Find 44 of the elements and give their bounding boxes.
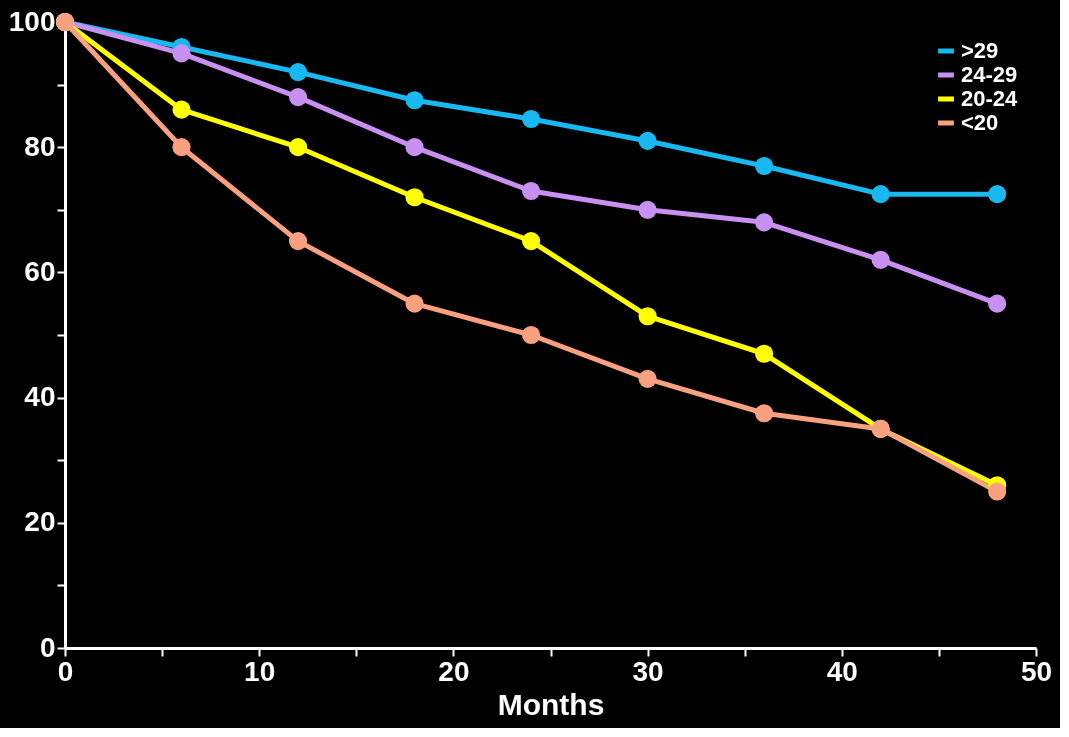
x-tick-label: 40	[826, 655, 858, 687]
point	[871, 185, 890, 204]
x-tick-label: 20	[438, 655, 470, 687]
point	[172, 44, 191, 63]
x-axis-title: Months	[497, 687, 605, 721]
x-tick-label: 10	[244, 655, 276, 687]
y-tick-label: 100	[8, 5, 56, 37]
point	[288, 232, 308, 251]
point	[755, 404, 774, 423]
y-tick-label: 60	[24, 255, 56, 287]
point	[638, 200, 657, 219]
point	[522, 232, 541, 251]
point	[405, 91, 424, 110]
point	[638, 307, 657, 326]
point	[638, 131, 657, 151]
point	[172, 138, 191, 157]
point	[288, 63, 308, 82]
legend-label: 24-29	[961, 62, 1018, 87]
point	[988, 294, 1007, 313]
legend-label: 20-24	[961, 86, 1019, 111]
point	[288, 138, 308, 157]
point	[405, 294, 424, 313]
point	[988, 185, 1007, 204]
point	[638, 369, 657, 388]
point	[522, 109, 541, 129]
legend-label: >29	[961, 38, 999, 63]
x-tick-label: 50	[1020, 655, 1053, 687]
y-tick-label: 40	[24, 381, 56, 413]
y-tick-label: 20	[24, 506, 56, 538]
point	[405, 138, 424, 157]
legend-label: <20	[961, 110, 999, 135]
y-tick-label: 0	[39, 631, 56, 663]
point	[522, 181, 541, 201]
point	[522, 325, 541, 345]
point	[755, 213, 774, 232]
point	[405, 188, 424, 207]
point	[755, 156, 774, 176]
x-tick-label: 30	[632, 655, 664, 687]
point	[871, 250, 890, 269]
point	[288, 88, 308, 107]
y-tick-label: 80	[24, 130, 56, 162]
point	[988, 482, 1007, 501]
point	[172, 100, 191, 119]
point	[755, 344, 774, 363]
